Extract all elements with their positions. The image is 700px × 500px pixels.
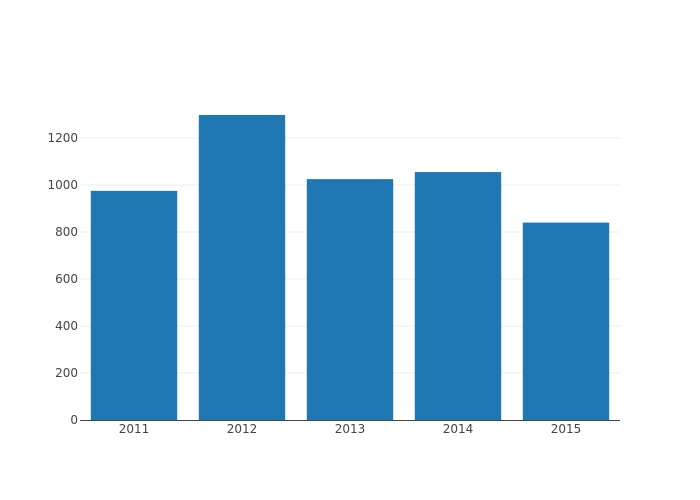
bars: [90, 114, 610, 420]
y-tick-label: 600: [55, 272, 78, 286]
bar-2013[interactable]: [306, 179, 394, 420]
y-tick-label: 1000: [47, 178, 78, 192]
bar-2012[interactable]: [198, 114, 286, 420]
x-tick-label: 2011: [119, 422, 150, 436]
bar-2015[interactable]: [522, 222, 610, 420]
y-tick-label: 1200: [47, 131, 78, 145]
y-tick-label: 800: [55, 225, 78, 239]
y-tick-label: 200: [55, 366, 78, 380]
x-tick-label: 2014: [443, 422, 474, 436]
x-tick-label: 2013: [335, 422, 366, 436]
x-tick-label: 2012: [227, 422, 258, 436]
x-tick-labels: 2011 2012 2013 2014 2015: [119, 422, 582, 436]
bar-2011[interactable]: [90, 190, 178, 420]
y-tick-label: 0: [70, 413, 78, 427]
bar-2014[interactable]: [414, 172, 502, 420]
x-tick-label: 2015: [551, 422, 582, 436]
y-tick-labels: 0 200 400 600 800 1000 1200: [47, 131, 78, 427]
y-tick-label: 400: [55, 319, 78, 333]
